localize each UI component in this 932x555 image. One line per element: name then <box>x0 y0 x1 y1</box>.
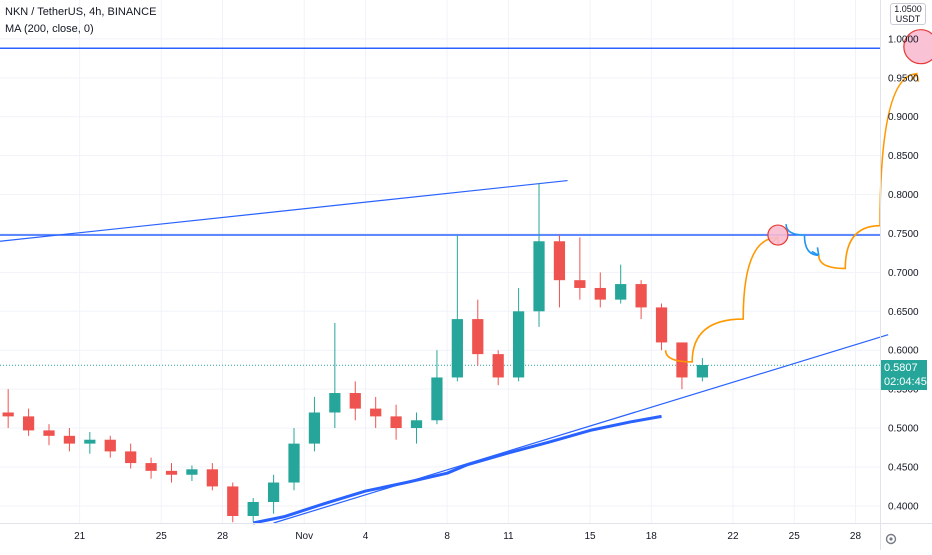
drawing-tools[interactable] <box>0 47 889 524</box>
projection-arrow-dip[interactable] <box>785 224 819 257</box>
candle-body <box>84 439 96 444</box>
x-tick-label: 25 <box>789 531 801 542</box>
candle-body <box>186 469 198 475</box>
price-axis-separator <box>880 0 881 550</box>
candle-body <box>676 342 688 378</box>
candle-body <box>696 365 708 378</box>
time-axis-separator <box>0 523 932 524</box>
candle-body <box>227 486 239 516</box>
lower-trendline[interactable] <box>273 334 889 524</box>
candle-body <box>22 416 35 431</box>
candle-body <box>594 287 606 300</box>
x-tick-label: 28 <box>850 531 862 542</box>
candle-body <box>492 354 504 378</box>
ma200-line <box>252 414 662 525</box>
candle-body <box>390 416 402 429</box>
candle-body <box>512 311 525 378</box>
current-price-value: 0.5807 <box>884 362 918 374</box>
candle-body <box>533 241 545 312</box>
x-tick-label: 11 <box>503 531 514 542</box>
x-tick-label: 22 <box>727 531 739 542</box>
grid <box>0 0 880 523</box>
axes: 0.4000 0.4500 0.5000 0.5500 0.6000 0.6500 0.70… <box>74 34 919 542</box>
y-tick-label: 0.5500 <box>888 385 919 396</box>
candle-body <box>104 439 116 452</box>
candle-body <box>635 284 647 308</box>
candle-body <box>329 393 341 413</box>
candle-body <box>247 501 259 516</box>
currency-unit: USDT <box>895 14 921 24</box>
upper-trendline[interactable] <box>0 179 568 242</box>
x-tick-label: 25 <box>156 531 168 542</box>
x-tick-label: 4 <box>363 531 369 542</box>
y-tick-label: 0.9000 <box>888 112 919 123</box>
settings-gear-icon[interactable] <box>884 532 898 546</box>
candle-body <box>43 430 55 436</box>
y-tick-label: 0.7500 <box>888 229 919 240</box>
x-tick-label: 18 <box>646 531 658 542</box>
arrowhead-icon <box>911 72 920 82</box>
target-circle-marker[interactable] <box>767 224 789 246</box>
x-tick-label: 8 <box>444 531 450 542</box>
y-tick-label: 0.6000 <box>888 346 919 357</box>
candle-body <box>145 463 157 471</box>
candle-body <box>370 408 382 417</box>
y-tick-label: 0.7000 <box>888 268 919 279</box>
candle-body <box>451 319 463 378</box>
x-tick-label: 21 <box>74 531 86 542</box>
candle-body <box>165 470 178 475</box>
candle-body <box>125 451 137 464</box>
candle-body <box>655 307 668 343</box>
ma200-path <box>252 414 662 525</box>
candle-body <box>308 412 321 444</box>
candle-body <box>63 435 76 444</box>
y-tick-label: 0.8500 <box>888 151 919 162</box>
bar-countdown: 02:04:45 <box>884 376 927 388</box>
y-tick-label: 0.6500 <box>888 307 919 318</box>
candle-body <box>410 420 423 429</box>
candle-body <box>553 241 566 281</box>
candle-body <box>431 377 443 421</box>
candles <box>2 182 708 523</box>
target-circle-marker[interactable] <box>903 29 932 65</box>
projection-arrow-target[interactable] <box>817 73 917 270</box>
chart-legend: NKN / TetherUS, 4h, BINANCE MA (200, clo… <box>5 4 156 38</box>
indicator-title[interactable]: MA (200, close, 0) <box>5 23 94 35</box>
candle-body <box>472 319 484 355</box>
y-tick-label: 1.0000 <box>888 34 919 45</box>
y-tick-label: 0.9500 <box>888 73 919 84</box>
x-tick-label: 15 <box>585 531 597 542</box>
y-tick-label: 0.4000 <box>888 501 919 512</box>
y-tick-label: 0.8000 <box>888 190 919 201</box>
currency-label[interactable]: 1.0500 USDT <box>890 3 926 25</box>
projection-arrow-up[interactable] <box>664 236 778 363</box>
current-price-tag: 0.5807 02:04:45 <box>881 360 927 390</box>
y-tick-label: 0.4500 <box>888 462 919 473</box>
projection-drawings[interactable] <box>664 29 932 363</box>
candle-body <box>288 443 300 483</box>
x-tick-label: Nov <box>295 531 313 542</box>
candle-body <box>2 412 14 417</box>
currency-top-value: 1.0500 <box>894 4 922 14</box>
candle-body <box>615 284 627 300</box>
y-tick-label: 0.5000 <box>888 424 919 435</box>
candle-body <box>349 393 361 409</box>
symbol-title[interactable]: NKN / TetherUS, 4h, BINANCE <box>5 6 157 18</box>
x-tick-label: 28 <box>217 531 229 542</box>
candle-body <box>574 280 586 288</box>
candle-body <box>206 469 218 487</box>
candle-body <box>267 482 280 502</box>
